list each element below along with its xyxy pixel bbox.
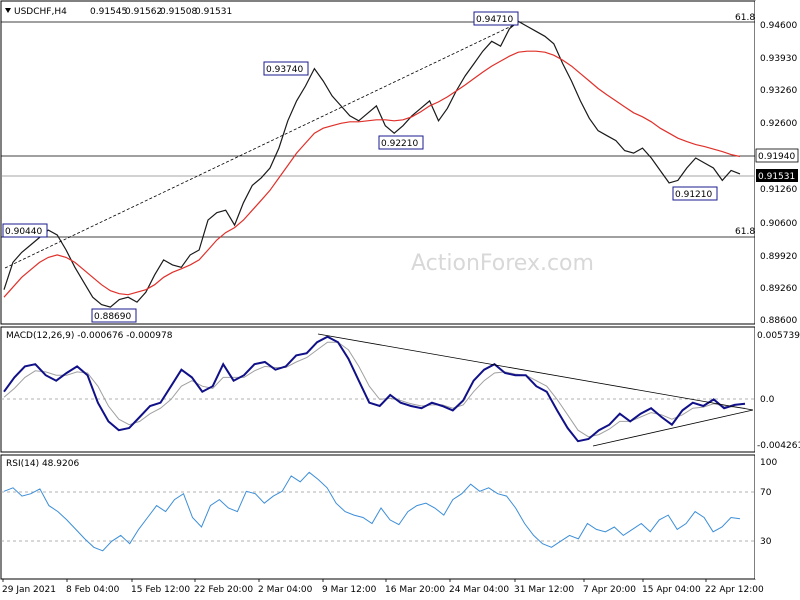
macd-title: MACD(12,26,9) -0.000676 -0.000978 [6,331,173,341]
time-label: 22 Apr 12:00 [705,585,764,595]
symbol-title: USDCHF,H4 [14,7,67,17]
fib-label-lower: 61.8 [735,227,755,237]
macd-upper-trendline [317,333,754,411]
price-axis: 0.94600 0.93930 0.93260 0.92600 0.91940 … [755,21,799,326]
price-series [3,20,741,308]
price-header: USDCHF,H4 0.91545 0.91562 0.91508 0.9153… [5,7,232,17]
macd-main-line [3,335,746,443]
price-tick: 0.92600 [760,119,797,129]
time-label: 29 Jan 2021 [2,585,56,595]
ohlc-close: 0.91531 [195,7,232,17]
price-tick: 0.94600 [760,21,797,31]
time-label: 2 Mar 04:00 [258,585,313,595]
price-label-0922: 0.92210 [378,135,424,150]
marked-level-box [755,148,799,163]
time-label: 31 Mar 12:00 [514,585,574,595]
current-price-box [756,169,798,182]
macd-signal-line [3,341,746,438]
price-label-low: 0.88690 [91,308,137,323]
price-label-high: 0.94710 [473,11,519,26]
price-label-low-text: 0.88690 [94,312,131,322]
current-price-value: 0.91531 [758,172,795,182]
price-label-high-text: 0.94710 [476,15,513,25]
dashed-trendline [4,21,521,269]
time-label: 8 Feb 04:00 [66,585,120,595]
macd-axis: 0.005739 0.0 -0.004261 [757,331,800,451]
fib-label-upper: 61.8 [735,13,755,23]
price-label-0922-text: 0.92210 [381,139,418,149]
macd-tick: 0.005739 [757,331,800,341]
price-pane [0,0,756,325]
time-axis: 29 Jan 2021 8 Feb 04:00 15 Feb 12:00 22 … [2,579,764,595]
time-label: 16 Mar 20:00 [385,585,445,595]
watermark: ActionForex.com [411,251,594,276]
dropdown-triangle-icon[interactable] [5,8,11,13]
time-label: 22 Feb 20:00 [194,585,253,595]
price-label-0937: 0.93740 [263,61,309,76]
price-tick: 0.89920 [760,252,797,262]
time-label: 15 Feb 12:00 [131,585,190,595]
price-tick: 0.89260 [760,284,797,294]
macd-tick: 0.0 [760,395,775,405]
rsi-tick: 70 [760,488,772,498]
rsi-line [3,471,741,552]
price-tick: 0.93260 [760,86,797,96]
macd-lower-trendline [592,409,754,447]
macd-tick: -0.004261 [757,441,800,451]
price-label-0912: 0.91210 [672,186,718,201]
time-label: 7 Apr 20:00 [583,585,636,595]
time-label: 15 Apr 04:00 [642,585,701,595]
price-tick: 0.93930 [760,54,797,64]
ohlc-open: 0.91545 [90,7,127,17]
price-label-0904-text: 0.90440 [5,227,42,237]
time-label: 9 Mar 12:00 [322,585,377,595]
price-label-0937-text: 0.93740 [266,65,303,75]
ohlc-low: 0.91508 [160,7,197,17]
time-label: 24 Mar 04:00 [449,585,509,595]
price-label-0912-text: 0.91210 [675,190,712,200]
right-axis-background [755,1,800,579]
macd-pane [0,326,756,453]
price-tick: 0.90600 [760,219,797,229]
rsi-tick: 30 [760,537,772,547]
rsi-tick: 100 [760,458,777,468]
price-tick: 0.91260 [760,185,797,195]
ohlc-high: 0.91562 [125,7,162,17]
rsi-pane [0,454,756,580]
rsi-axis: 100 70 30 [760,458,777,547]
moving-average-line [3,50,741,298]
marked-level-value: 0.91940 [758,152,795,162]
price-tick: 0.88600 [760,316,797,326]
rsi-title: RSI(14) 48.9206 [6,459,79,469]
price-label-0904: 0.90440 [2,223,48,238]
